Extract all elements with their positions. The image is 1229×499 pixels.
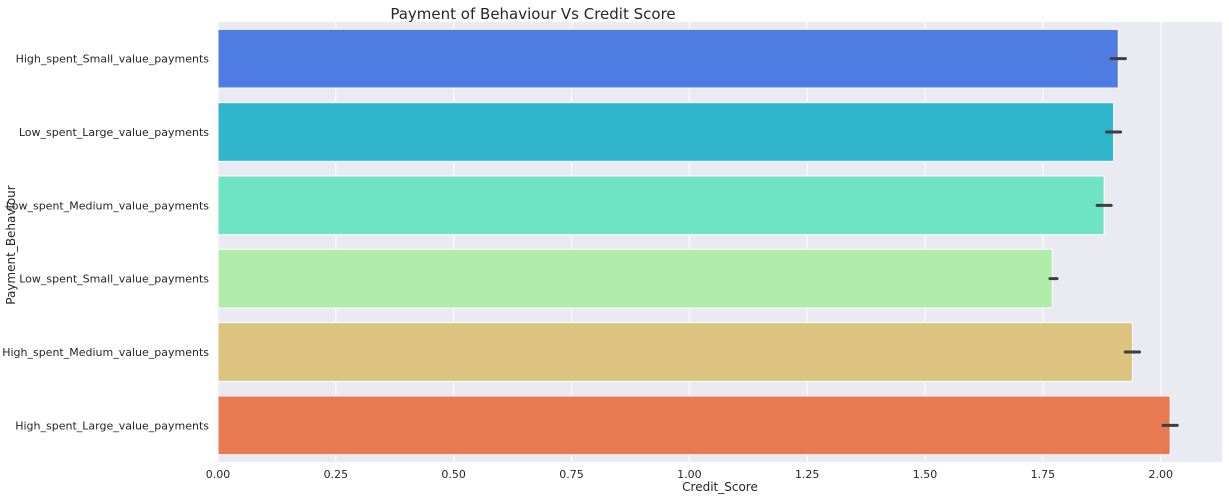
bar (217, 248, 1053, 309)
x-tick-label: 0.75 (559, 468, 584, 481)
x-tick-label: 0.25 (324, 468, 349, 481)
error-bars (1048, 57, 1179, 427)
y-tick-label: Low_spent_Medium_value_payments (6, 199, 209, 212)
x-tick-label: 0.50 (441, 468, 466, 481)
grid-lines (217, 22, 1162, 462)
bar (217, 28, 1119, 89)
x-tick-label: 1.00 (677, 468, 702, 481)
x-tick-label: 1.50 (913, 468, 938, 481)
x-axis-label: Credit_Score (682, 480, 758, 494)
y-tick-label: High_spent_Medium_value_payments (2, 346, 209, 359)
plot-background (218, 22, 1222, 462)
bar (217, 322, 1133, 382)
chart-title: Payment of Behaviour Vs Credit Score (390, 5, 675, 23)
bars (217, 28, 1171, 456)
y-axis-label: Payment_Behaviour (4, 185, 18, 304)
bar (217, 395, 1171, 456)
y-tick-labels: High_spent_Small_value_payments Low_spent… (2, 53, 209, 433)
x-tick-labels: 0.00 0.25 0.50 0.75 1.00 1.25 1.50 1.75 2.00 (206, 468, 1173, 481)
bar (217, 102, 1115, 162)
bar (217, 175, 1105, 236)
y-tick-label: Low_spent_Large_value_payments (19, 126, 209, 139)
x-tick-label: 0.00 (206, 468, 231, 481)
y-tick-label: High_spent_Small_value_payments (16, 53, 210, 66)
y-tick-label: High_spent_Large_value_payments (15, 419, 209, 432)
x-tick-label: 1.25 (795, 468, 820, 481)
y-tick-label: Low_spent_Small_value_payments (19, 273, 209, 286)
x-tick-label: 2.00 (1148, 468, 1173, 481)
x-tick-label: 1.75 (1031, 468, 1056, 481)
